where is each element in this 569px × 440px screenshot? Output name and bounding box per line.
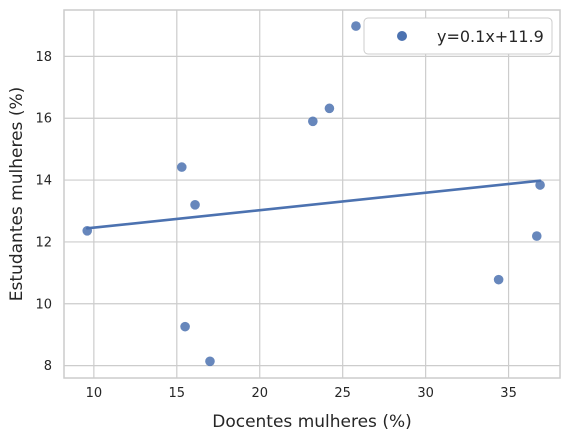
plot-background xyxy=(64,10,560,378)
legend: y=0.1x+11.9 xyxy=(363,17,553,55)
scatter-point xyxy=(176,162,187,172)
x-axis-label: Docentes mulheres (%) xyxy=(212,412,412,432)
y-tick-label: 14 xyxy=(35,174,52,189)
scatter-point xyxy=(308,116,318,127)
x-tick-label: 10 xyxy=(86,386,103,401)
scatter-points xyxy=(82,21,545,367)
x-tick-label: 15 xyxy=(169,386,186,401)
scatter-point xyxy=(493,274,504,285)
y-axis-label: Estudantes mulheres (%) xyxy=(7,87,27,301)
y-tick-label: 12 xyxy=(35,235,52,250)
legend-marker xyxy=(397,31,407,41)
tick-labels: 10 15 20 25 30 35 8 10 12 14 16 18 xyxy=(35,50,516,401)
regression-line-layer xyxy=(85,179,542,230)
y-tick-label: 8 xyxy=(44,359,52,374)
scatter-point xyxy=(324,103,335,114)
regression-line xyxy=(85,179,542,230)
plot-frame xyxy=(63,9,561,379)
legend-box xyxy=(363,17,553,55)
scatter-point xyxy=(205,356,215,367)
x-tick-label: 35 xyxy=(500,386,517,401)
y-tick-label: 10 xyxy=(35,297,52,312)
x-tick-label: 25 xyxy=(334,386,351,401)
x-tick-label: 20 xyxy=(251,386,268,401)
scatter-point xyxy=(180,321,190,332)
scatter-point xyxy=(531,231,542,241)
scatter-point xyxy=(535,180,545,190)
scatter-point xyxy=(82,226,93,236)
x-tick-label: 30 xyxy=(417,386,434,401)
y-tick-label: 18 xyxy=(35,50,52,65)
scatter-point xyxy=(190,200,200,210)
y-tick-label: 16 xyxy=(35,112,52,127)
scatter-point xyxy=(351,21,361,31)
legend-label: y=0.1x+11.9 xyxy=(437,27,544,46)
